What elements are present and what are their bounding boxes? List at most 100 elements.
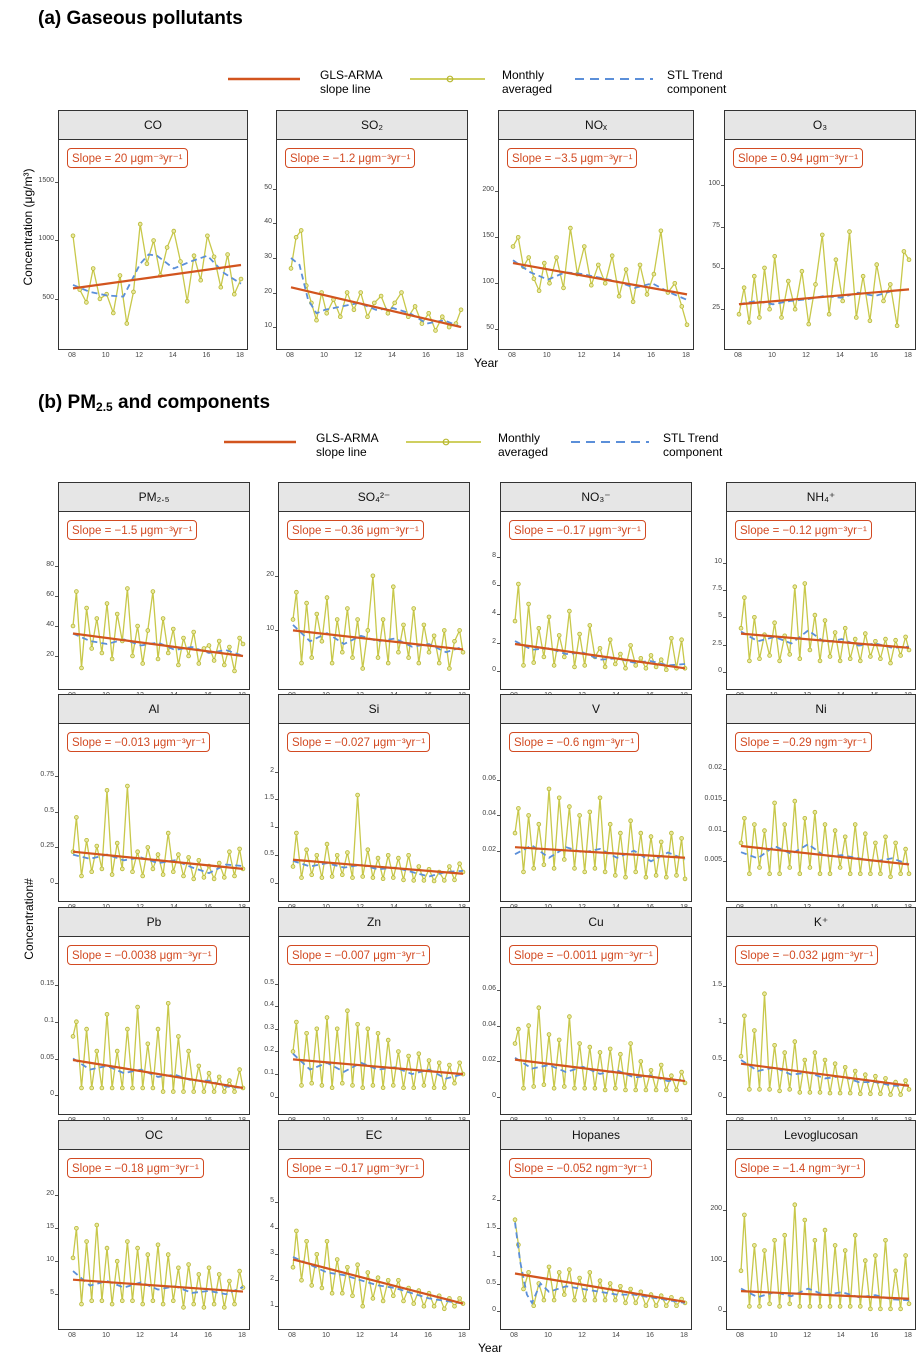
- monthly-point: [211, 1089, 217, 1094]
- monthly-point: [155, 1242, 161, 1248]
- y-tick-mark: [55, 847, 58, 849]
- gls-arma-slope-line: [292, 1058, 464, 1076]
- y-tick-mark: [497, 556, 500, 558]
- monthly-point: [613, 873, 618, 878]
- legend-slope-line: GLS-ARMA slope line: [228, 68, 383, 103]
- monthly-point: [577, 1041, 582, 1046]
- monthly-point: [411, 606, 417, 611]
- y-tick-mark: [275, 855, 278, 857]
- x-tick-label: 16: [870, 352, 878, 359]
- monthly-point: [577, 1275, 582, 1281]
- facet-strip-ni: Ni: [726, 694, 916, 724]
- monthly-point: [293, 235, 299, 240]
- monthly-point: [114, 1258, 120, 1264]
- monthly-point: [785, 278, 791, 284]
- plot-area: Slope = −0.013 μgm⁻³yr⁻¹: [58, 724, 250, 902]
- gls-arma-slope-line: [740, 1062, 910, 1087]
- legend-b-slope-line: GLS-ARMA slope line: [224, 431, 379, 466]
- monthly-point: [314, 1252, 320, 1257]
- monthly-point: [531, 1303, 537, 1309]
- monthly-point: [664, 874, 669, 880]
- monthly-point: [747, 1087, 752, 1092]
- legend-slope-line-label-1: GLS-ARMA: [320, 68, 383, 82]
- monthly-point: [852, 1068, 858, 1074]
- monthly-point: [618, 1284, 623, 1289]
- monthly-point: [191, 1301, 197, 1307]
- y-tick-label: 0: [718, 1306, 722, 1314]
- monthly-point: [741, 285, 747, 291]
- y-tick-label: 75: [712, 221, 720, 229]
- y-tick-label: 0: [718, 666, 722, 674]
- monthly-point: [334, 1257, 340, 1262]
- monthly-point: [84, 838, 89, 843]
- monthly-point: [510, 244, 516, 249]
- monthly-point: [883, 636, 888, 642]
- monthly-point: [623, 1087, 628, 1093]
- monthly-point: [888, 660, 893, 666]
- monthly-point: [863, 631, 868, 636]
- monthly-point: [854, 315, 859, 320]
- monthly-point: [319, 1285, 325, 1291]
- x-tick-label: 12: [135, 352, 144, 359]
- monthly-point: [299, 875, 304, 880]
- monthly-point: [567, 608, 572, 614]
- monthly-point: [385, 660, 391, 666]
- monthly-point: [124, 321, 130, 326]
- monthly-point: [572, 1086, 577, 1091]
- monthly-point: [309, 655, 315, 660]
- x-tick-label: 08: [68, 1332, 76, 1339]
- monthly-point: [807, 865, 813, 870]
- monthly-point: [104, 1012, 110, 1017]
- monthly-point: [380, 617, 386, 622]
- monthly-point: [380, 1298, 386, 1304]
- monthly-point: [630, 299, 636, 305]
- gls-arma-slope-line: [514, 1058, 686, 1083]
- y-tick-label: 0.4: [264, 1001, 274, 1009]
- monthly-point: [827, 1304, 833, 1309]
- y-tick-mark: [55, 1095, 58, 1097]
- monthly-point: [290, 617, 296, 622]
- monthly-point: [888, 874, 893, 880]
- monthly-point: [561, 654, 567, 660]
- monthly-point: [114, 840, 120, 846]
- stl-trend-line: [72, 253, 242, 298]
- monthly-point: [628, 818, 633, 823]
- monthly-point: [531, 276, 537, 282]
- monthly-point: [643, 874, 649, 880]
- monthly-point: [757, 1304, 762, 1309]
- monthly-point: [797, 656, 803, 662]
- monthly-point: [817, 658, 823, 664]
- panel-a-title: (a) Gaseous pollutants: [38, 8, 243, 29]
- monthly-point: [623, 1300, 628, 1306]
- facet-nh4: NH₄⁺Slope = −0.12 μgm⁻³yr⁻¹02.557.510081…: [712, 482, 916, 699]
- monthly-point: [237, 1067, 242, 1072]
- monthly-point: [792, 798, 798, 804]
- monthly-point: [345, 606, 350, 611]
- x-tick-label: 14: [168, 352, 177, 359]
- monthly-point: [782, 822, 787, 827]
- y-tick-label: 5: [718, 612, 722, 620]
- monthly-point: [782, 1232, 787, 1238]
- series-canvas: [738, 991, 912, 1097]
- y-tick-label: 5: [50, 1289, 54, 1297]
- monthly-point: [171, 1089, 176, 1094]
- monthly-point: [355, 617, 360, 622]
- monthly-point: [216, 1074, 222, 1080]
- y-tick-label: 80: [46, 561, 54, 568]
- monthly-point: [79, 1085, 84, 1091]
- monthly-point: [589, 282, 594, 288]
- monthly-point: [752, 615, 757, 620]
- y-tick-label: 0.04: [482, 1020, 496, 1028]
- monthly-point: [155, 656, 161, 662]
- y-tick-mark: [55, 626, 58, 627]
- monthly-point: [431, 878, 437, 884]
- series-canvas: [70, 221, 244, 326]
- monthly-point: [160, 1301, 166, 1307]
- facet-o3: O₃ Slope = 0.94 μgm⁻³yr⁻¹ 25 50 75 100 08 10 12 1…: [708, 110, 916, 359]
- monthly-point: [526, 601, 531, 607]
- monthly-point: [110, 310, 116, 316]
- monthly-point: [375, 1275, 381, 1280]
- monthly-point: [452, 1080, 457, 1086]
- gls-arma-slope-line: [740, 1290, 910, 1300]
- monthly-point: [396, 855, 401, 861]
